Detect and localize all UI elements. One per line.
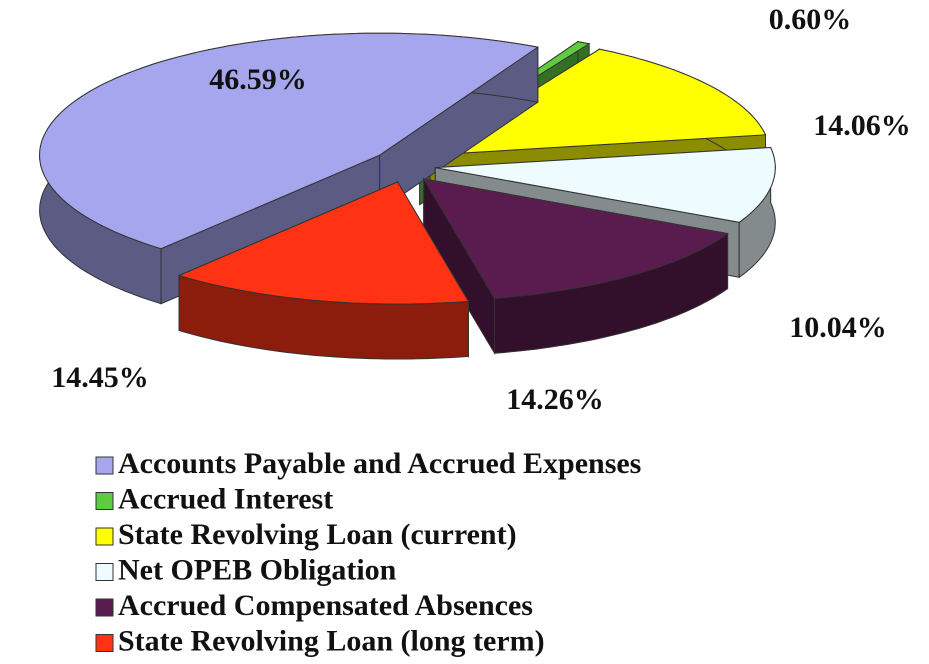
legend-label: Accrued Compensated Absences: [118, 589, 533, 622]
slice-top: [435, 146, 776, 223]
value-label: 46.59%: [209, 63, 307, 96]
slice-top: [177, 181, 470, 305]
legend-label: Accounts Payable and Accrued Expenses: [118, 447, 641, 480]
legend-swatch: [95, 492, 114, 510]
legend-label: Accrued Interest: [118, 482, 333, 515]
slice-top: [422, 178, 729, 299]
value-label: 14.06%: [813, 109, 911, 142]
value-label: 14.26%: [506, 383, 604, 416]
legend-swatch: [95, 527, 114, 546]
slice-top: [429, 48, 767, 156]
legend-swatch: [95, 598, 114, 617]
slice-top: [39, 32, 540, 250]
value-label: 0.60%: [769, 3, 852, 36]
legend-label: State Revolving Loan (long term): [118, 624, 545, 657]
legend-swatch: [95, 456, 114, 475]
legend-label: Net OPEB Obligation: [118, 553, 397, 586]
value-label: 14.45%: [51, 361, 149, 394]
slice: [177, 180, 470, 360]
legend-label: State Revolving Loan (current): [118, 518, 517, 551]
slice: [422, 177, 729, 356]
value-label: 10.04%: [789, 311, 887, 344]
legend-swatch: [95, 634, 114, 652]
legend-swatch: [95, 563, 114, 581]
